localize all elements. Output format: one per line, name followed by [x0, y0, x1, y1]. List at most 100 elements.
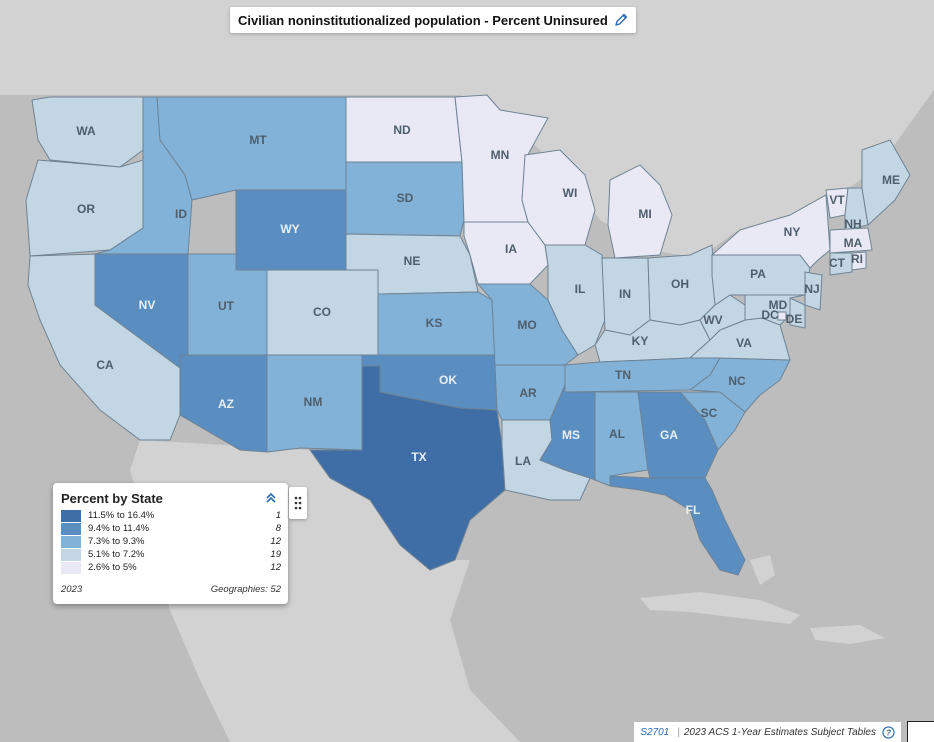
state-IL[interactable]: [544, 244, 606, 356]
state-label-WA: WA: [76, 124, 96, 138]
state-label-NY: NY: [784, 225, 801, 239]
state-label-PA: PA: [750, 267, 766, 281]
state-NC[interactable]: [688, 357, 791, 413]
state-label-WV: WV: [703, 313, 722, 327]
state-AZ[interactable]: [179, 354, 268, 453]
table-id-link[interactable]: S2701: [640, 726, 670, 738]
state-label-AR: AR: [519, 386, 537, 400]
state-DC[interactable]: [777, 311, 787, 321]
state-label-CT: CT: [829, 256, 846, 270]
state-NJ[interactable]: [804, 271, 823, 311]
state-label-TX: TX: [411, 450, 426, 464]
legend-swatch: [61, 549, 81, 561]
state-label-MN: MN: [491, 148, 510, 162]
state-SD[interactable]: [345, 161, 465, 237]
canada-landmass: [0, 0, 934, 258]
map-title-box: Civilian noninstitutionalized population…: [230, 7, 636, 33]
legend-range: 11.5% to 16.4%: [88, 510, 155, 521]
state-MA[interactable]: [829, 227, 873, 254]
state-label-MT: MT: [249, 133, 267, 147]
state-label-WY: WY: [280, 222, 299, 236]
legend-range: 9.4% to 11.4%: [88, 523, 150, 534]
state-label-CA: CA: [96, 358, 114, 372]
state-label-RI: RI: [851, 252, 863, 266]
pencil-edit-icon[interactable]: [613, 12, 629, 28]
source-footer: S2701 | 2023 ACS 1-Year Estimates Subjec…: [634, 722, 901, 742]
state-label-VT: VT: [829, 193, 845, 207]
state-label-LA: LA: [515, 454, 531, 468]
state-NH[interactable]: [844, 187, 869, 231]
state-ME[interactable]: [861, 139, 911, 227]
legend-count: 12: [270, 536, 281, 547]
state-label-UT: UT: [218, 299, 235, 313]
state-label-NC: NC: [728, 374, 746, 388]
footer-separator: |: [677, 726, 680, 738]
legend-swatch: [61, 562, 81, 574]
legend-swatch: [61, 510, 81, 522]
state-label-NE: NE: [404, 254, 421, 268]
legend-drag-handle[interactable]: [289, 487, 307, 519]
state-label-NM: NM: [304, 395, 323, 409]
state-label-NH: NH: [844, 217, 861, 231]
legend-row: 7.3% to 9.3% 12: [61, 536, 281, 548]
state-RI[interactable]: [851, 251, 867, 271]
legend-row: 5.1% to 7.2% 19: [61, 549, 281, 561]
state-MI[interactable]: [607, 164, 673, 259]
state-label-IN: IN: [619, 287, 631, 301]
state-label-KS: KS: [426, 316, 443, 330]
state-label-WI: WI: [563, 186, 578, 200]
state-label-OH: OH: [671, 277, 689, 291]
state-FL[interactable]: [609, 475, 746, 576]
state-DE[interactable]: [789, 297, 806, 329]
state-label-MA: MA: [844, 236, 863, 250]
bahamas-landmass: [750, 555, 775, 585]
cuba-landmass: [640, 592, 800, 624]
state-label-SD: SD: [397, 191, 414, 205]
state-label-AZ: AZ: [218, 397, 234, 411]
help-icon[interactable]: ?: [882, 725, 895, 739]
state-label-CO: CO: [313, 305, 331, 319]
state-labels: WA OR CA ID NV MT WY UT AZ CO NM ND SD N…: [76, 123, 900, 517]
state-TX[interactable]: [309, 365, 506, 571]
source-text: 2023 ACS 1-Year Estimates Subject Tables: [683, 726, 876, 738]
state-label-NJ: NJ: [804, 282, 819, 296]
hispaniola-landmass: [810, 625, 885, 644]
legend-count: 12: [270, 562, 281, 573]
state-label-NV: NV: [139, 298, 156, 312]
svg-text:?: ?: [886, 727, 891, 737]
state-MD[interactable]: [744, 294, 806, 326]
legend-range: 2.6% to 5%: [88, 562, 137, 573]
legend-year: 2023: [61, 584, 83, 595]
legend-panel: Percent by State 11.5% to 16.4% 1 9.4% t…: [53, 483, 288, 604]
state-label-ME: ME: [882, 173, 900, 187]
map-title: Civilian noninstitutionalized population…: [238, 12, 608, 28]
state-label-DE: DE: [786, 312, 803, 326]
state-label-MD: MD: [769, 298, 788, 312]
state-CT[interactable]: [829, 252, 853, 276]
state-label-FL: FL: [686, 503, 701, 517]
state-NM[interactable]: [266, 354, 363, 453]
state-label-KY: KY: [632, 334, 649, 348]
legend-swatch: [61, 523, 81, 535]
legend-count: 19: [270, 549, 281, 560]
states-layer[interactable]: [25, 94, 911, 576]
state-label-OK: OK: [439, 373, 457, 387]
legend-row: 2.6% to 5% 12: [61, 562, 281, 574]
legend-range: 5.1% to 7.2%: [88, 549, 145, 560]
legend-title: Percent by State: [61, 491, 163, 506]
state-label-MO: MO: [517, 318, 536, 332]
state-label-MS: MS: [562, 428, 580, 442]
legend-row: 11.5% to 16.4% 1: [61, 510, 281, 522]
state-label-SC: SC: [701, 406, 718, 420]
chevron-double-up-icon[interactable]: [264, 491, 278, 505]
legend-range: 7.3% to 9.3%: [88, 536, 145, 547]
state-label-ND: ND: [393, 123, 411, 137]
state-label-AL: AL: [609, 427, 625, 441]
legend-row: 9.4% to 11.4% 8: [61, 523, 281, 535]
state-label-IA: IA: [505, 242, 517, 256]
legend-geographies: Geographies: 52: [210, 584, 281, 595]
state-label-OR: OR: [77, 202, 95, 216]
state-label-DC: DC: [761, 308, 779, 322]
state-label-MI: MI: [638, 207, 651, 221]
